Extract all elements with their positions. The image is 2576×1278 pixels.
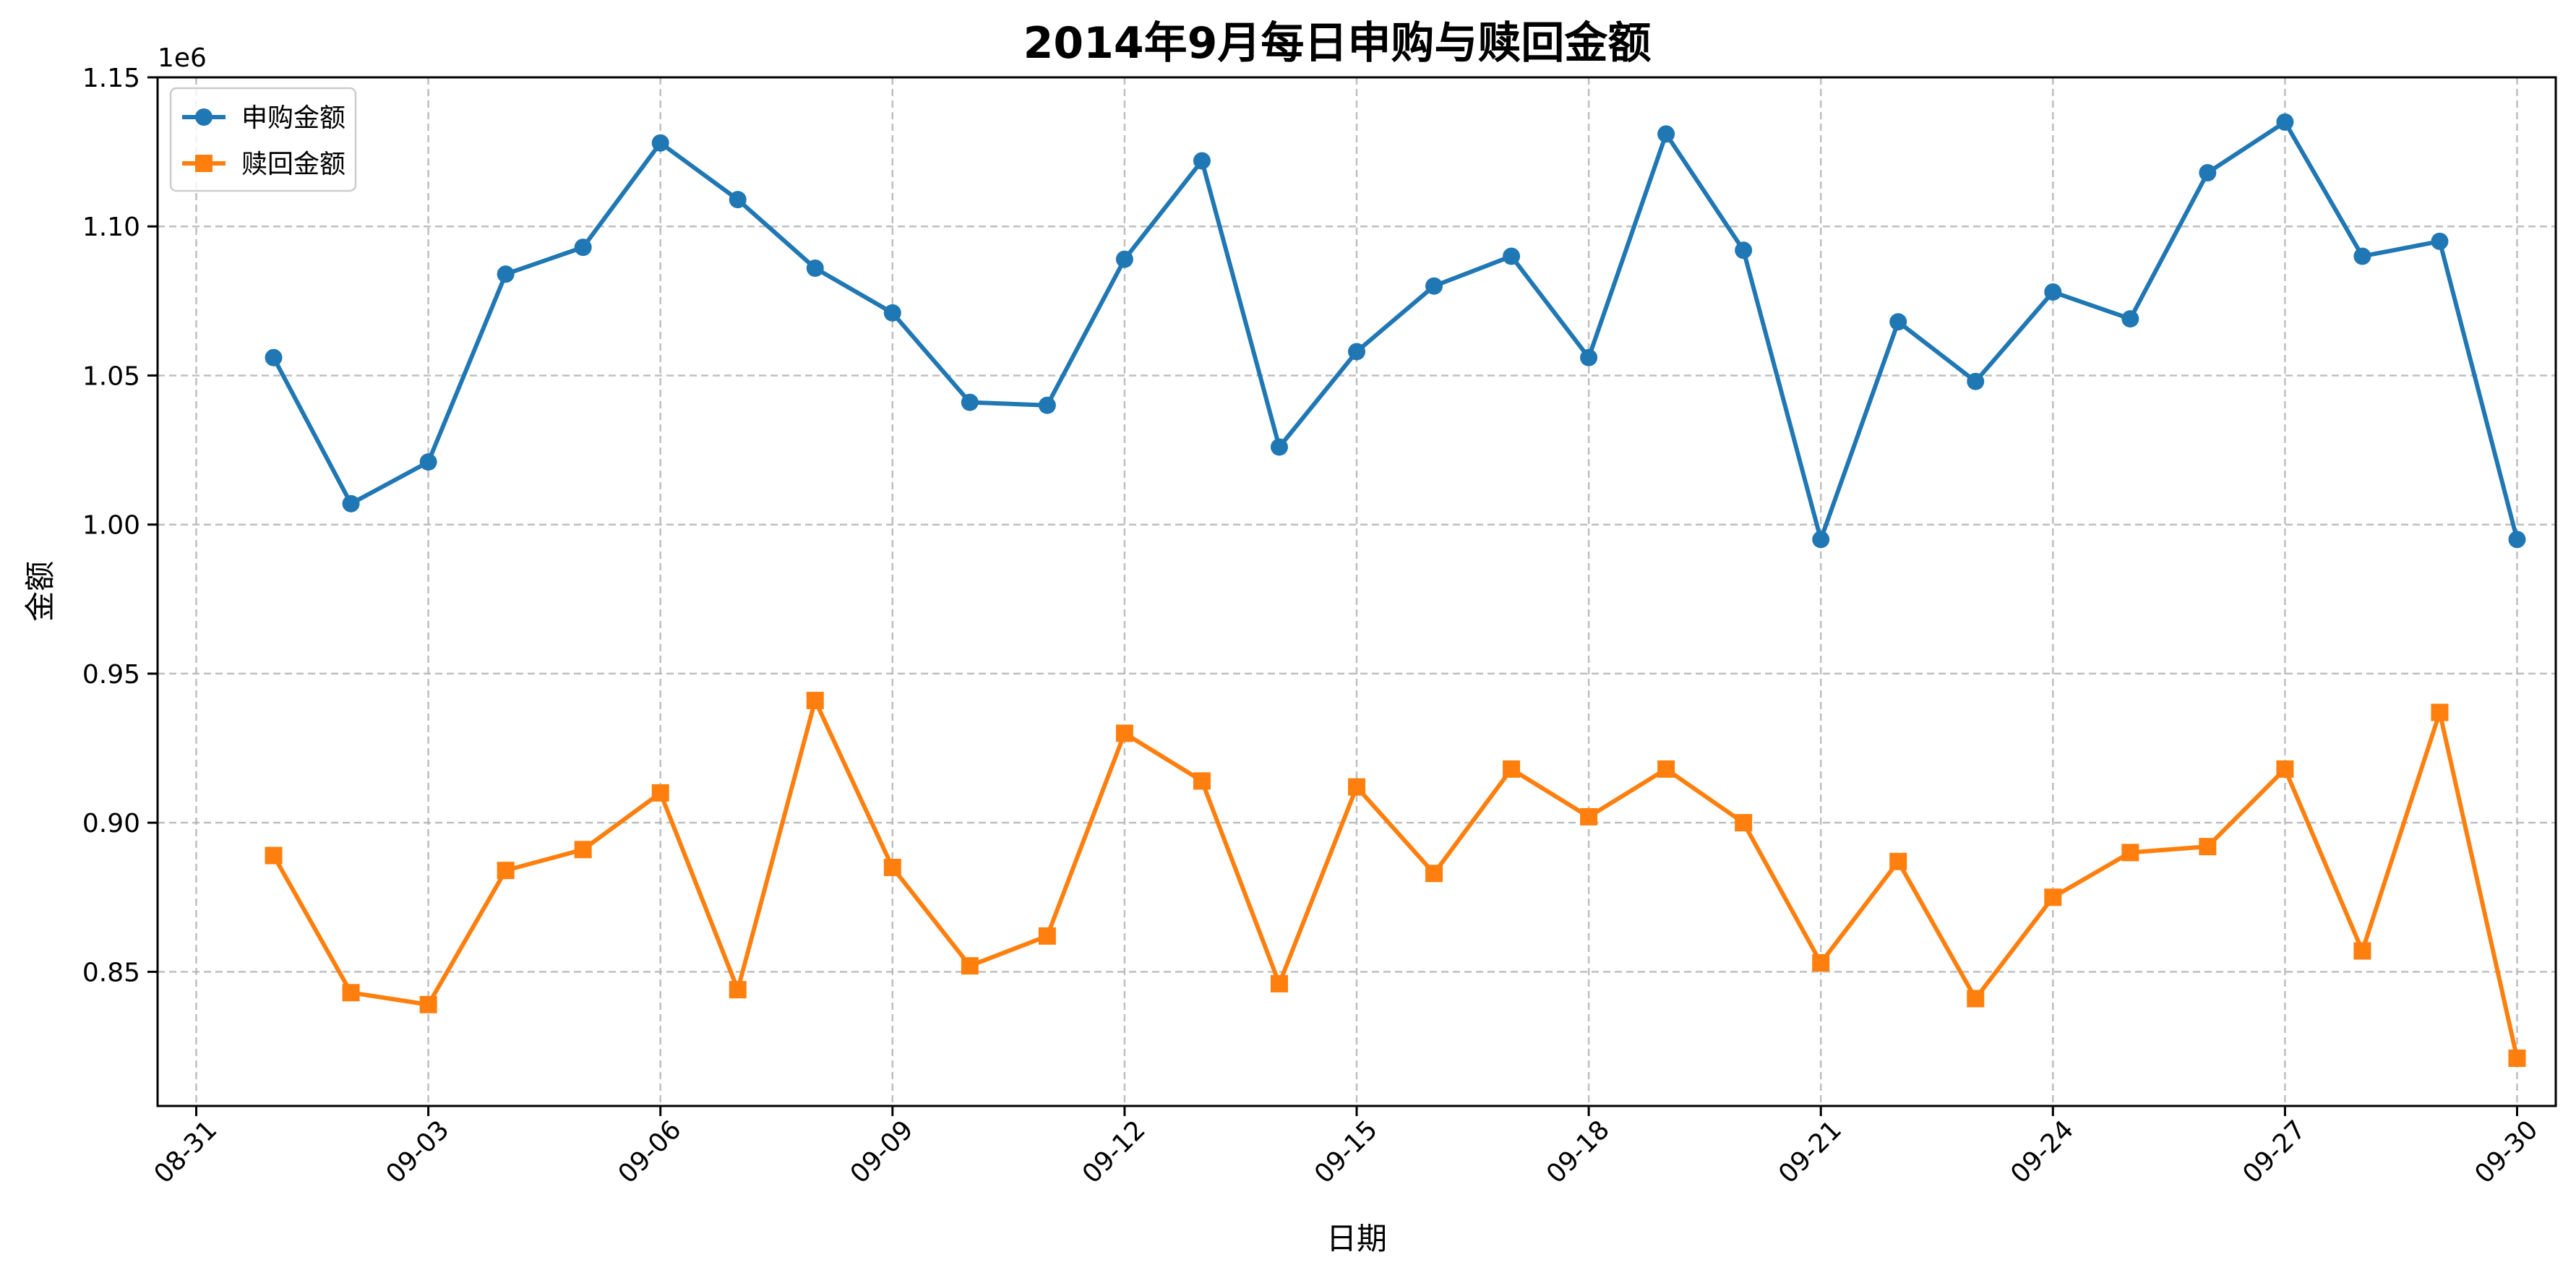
data-point xyxy=(883,304,901,322)
series-line xyxy=(271,698,2520,1059)
y-tick-label: 1.00 xyxy=(82,511,140,541)
data-point xyxy=(1115,250,1133,268)
y-axis-offset-label: 1e6 xyxy=(158,43,207,73)
data-point xyxy=(1812,954,1830,972)
data-point xyxy=(1193,152,1211,170)
y-tick-label: 1.05 xyxy=(82,361,140,391)
data-point xyxy=(2276,113,2294,131)
legend-label: 申购金额 xyxy=(241,103,345,133)
series-1 xyxy=(265,113,2526,549)
data-series xyxy=(265,113,2526,1068)
data-point xyxy=(1503,247,1521,265)
data-point xyxy=(1735,814,1753,832)
legend-marker xyxy=(195,108,212,126)
data-point xyxy=(2353,942,2371,960)
data-point xyxy=(2508,1050,2526,1068)
data-point xyxy=(961,957,979,975)
data-point xyxy=(1425,277,1443,295)
data-point xyxy=(2508,531,2526,549)
data-point xyxy=(1425,865,1443,883)
data-point xyxy=(2121,844,2139,862)
y-tick-label: 1.15 xyxy=(82,64,140,93)
data-point xyxy=(2276,760,2294,778)
y-tick-label: 0.95 xyxy=(82,660,140,690)
data-point xyxy=(1580,348,1598,366)
data-point xyxy=(265,846,283,865)
data-point xyxy=(806,692,824,710)
series-2 xyxy=(265,692,2526,1068)
data-point xyxy=(574,239,592,257)
series-line xyxy=(271,119,2520,542)
data-point xyxy=(2353,247,2371,265)
data-point xyxy=(342,494,360,513)
data-point xyxy=(1967,372,1985,390)
data-point xyxy=(265,348,283,366)
chart-title: 2014年9月每日申购与赎回金额 xyxy=(1023,18,1652,69)
data-point xyxy=(1038,927,1056,945)
legend-marker xyxy=(195,155,212,172)
data-point xyxy=(1889,852,1907,870)
data-point xyxy=(1967,990,1985,1008)
data-point xyxy=(2121,310,2139,328)
data-point xyxy=(342,984,360,1002)
data-point xyxy=(1348,343,1365,361)
data-point xyxy=(1889,313,1907,331)
data-point xyxy=(729,191,747,209)
data-point xyxy=(2044,283,2062,301)
data-point xyxy=(419,995,437,1013)
data-point xyxy=(1270,974,1288,992)
data-point xyxy=(806,259,824,277)
data-point xyxy=(497,862,515,880)
data-point xyxy=(2199,163,2217,181)
data-point xyxy=(574,841,592,859)
data-point xyxy=(1038,396,1056,414)
data-point xyxy=(651,134,669,152)
data-point xyxy=(651,784,669,802)
data-point xyxy=(1193,772,1211,790)
data-point xyxy=(2431,232,2449,250)
data-point xyxy=(2044,888,2062,906)
data-point xyxy=(729,981,747,999)
data-point xyxy=(1812,531,1830,549)
legend-label: 赎回金额 xyxy=(241,150,345,179)
data-point xyxy=(2431,703,2449,721)
data-point xyxy=(419,453,437,471)
data-point xyxy=(1270,438,1288,456)
data-point xyxy=(1657,125,1675,143)
y-axis-label: 金额 xyxy=(22,561,58,622)
data-point xyxy=(883,859,901,877)
data-point xyxy=(961,393,979,411)
data-point xyxy=(1580,807,1598,825)
y-tick-label: 1.10 xyxy=(82,213,140,242)
data-point xyxy=(1348,778,1365,796)
data-point xyxy=(497,265,515,283)
data-point xyxy=(1735,241,1753,260)
data-point xyxy=(2199,838,2217,856)
y-tick-label: 0.90 xyxy=(82,809,140,839)
data-point xyxy=(1503,760,1521,778)
y-tick-label: 0.85 xyxy=(82,958,140,987)
x-axis-label: 日期 xyxy=(1326,1221,1387,1256)
data-point xyxy=(1657,760,1675,778)
data-point xyxy=(1115,724,1133,742)
